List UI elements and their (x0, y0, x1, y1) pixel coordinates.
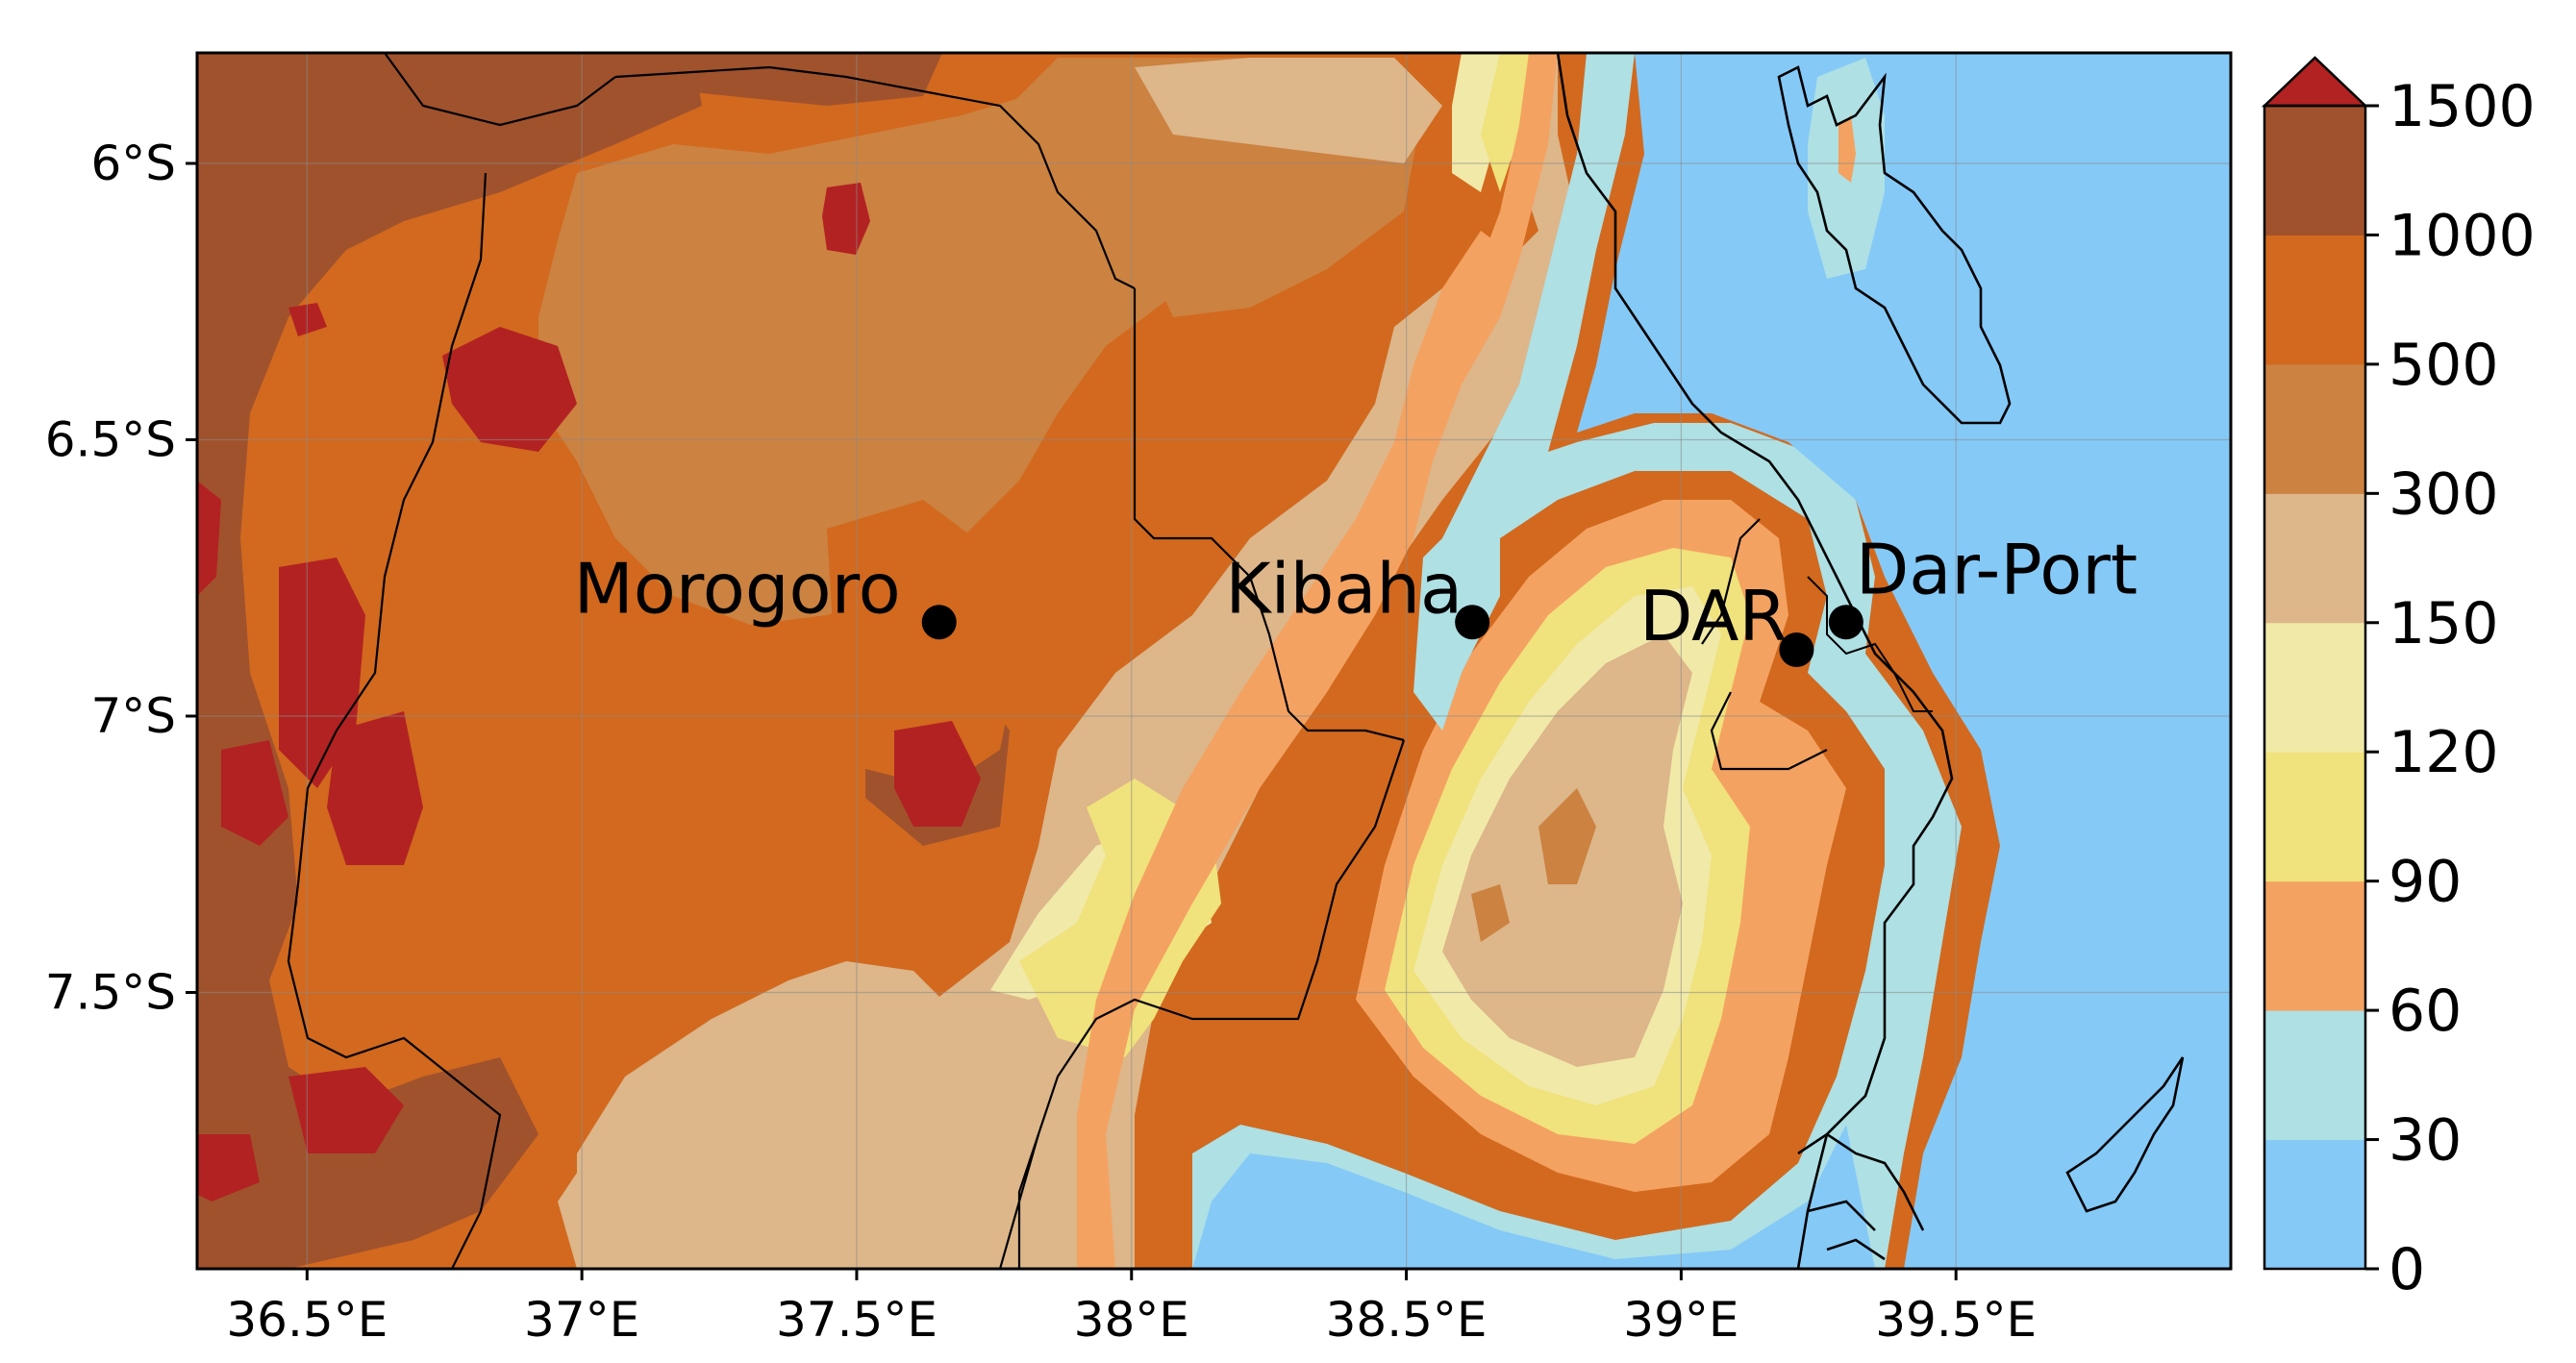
x-tick-label: 37.5°E (776, 1292, 938, 1348)
city-markers: Morogoro Kibaha DAR Dar-Port (574, 529, 2138, 667)
colorbar-tick-label: 300 (2388, 460, 2499, 528)
colorbar-tick-label: 90 (2388, 849, 2462, 916)
y-tick-label: 7.5°S (45, 965, 176, 1021)
colorbar-tick-label: 120 (2388, 719, 2499, 786)
colorbar-segment (2264, 106, 2365, 235)
terrain-1500-peak-4 (197, 481, 221, 596)
terrain-1500-peak-1 (822, 183, 870, 255)
water-0-southwest-inlet (1192, 1125, 1875, 1269)
y-tick-label: 6°S (90, 136, 176, 191)
y-tick-label: 7°S (90, 688, 176, 744)
colorbar-frame (2263, 104, 2367, 1271)
water-30-band (1192, 53, 1962, 1269)
admin-boundaries (287, 53, 1828, 1269)
colorbar-tick-label: 1500 (2388, 73, 2536, 140)
x-tick-label: 39°E (1623, 1292, 1738, 1348)
colorbar-tick-label: 150 (2388, 590, 2499, 657)
boundary-line-south (998, 1133, 1040, 1269)
colorbar-extend-arrow (2261, 56, 2369, 108)
terrain-1000-north (538, 53, 942, 106)
city-label-kibaha: Kibaha (1225, 548, 1463, 629)
x-tick-label: 39.5°E (1875, 1292, 2037, 1348)
terrain-1500-peak-3 (288, 303, 327, 336)
terrain-1500-peak-8 (894, 721, 981, 827)
terrain-300-dar-spot-2 (1471, 884, 1510, 942)
x-tick-label: 36.5°E (226, 1292, 388, 1348)
terrain-90-north (1481, 53, 1538, 192)
terrain-1500-peak-7 (221, 740, 288, 846)
x-tick-label: 38.5°E (1326, 1292, 1488, 1348)
colorbar-tick-label: 1000 (2388, 202, 2536, 269)
y-tick-label: 6.5°S (45, 412, 176, 468)
coastline-zanzibar (1777, 65, 2012, 425)
x-tick-label: 37°E (524, 1292, 639, 1348)
terrain-120-north (1452, 53, 1500, 192)
boundary-line-central (1133, 288, 1405, 742)
terrain-150-southwest (577, 961, 971, 1269)
colorbar-tick-label: 500 (2388, 332, 2499, 399)
city-label-morogoro: Morogoro (574, 548, 901, 629)
y-axis-ticks: 6°S 6.5°S 7°S 7.5°S (45, 136, 197, 1021)
terrain-1500-peak-2 (442, 327, 577, 452)
colorbar-segment (2264, 1139, 2365, 1270)
boundary-line-west (287, 53, 616, 1269)
map-gridlines (197, 53, 2231, 1269)
colorbar-segment (2264, 493, 2365, 624)
terrain-150-north (1135, 58, 1442, 163)
city-marker-dar-port (1828, 605, 1863, 640)
boundary-line-north (614, 65, 1136, 289)
colorbar-tick-label: 30 (2388, 1107, 2462, 1175)
zanzibar-island-60 (1838, 115, 1856, 183)
colorbar-segment (2264, 235, 2365, 365)
terrain-1500-peak-9 (288, 1067, 404, 1153)
city-label-dar: DAR (1639, 576, 1787, 657)
map-panel (197, 53, 2231, 1269)
colorbar-segment (2264, 1010, 2365, 1141)
colorbar-tick-label: 60 (2388, 978, 2462, 1045)
water-0-ocean (1577, 53, 2231, 1269)
terrain-300-dar-spot-1 (1538, 788, 1596, 884)
terrain-60-coastal-band (1077, 231, 1519, 1269)
city-marker-kibaha (1455, 605, 1490, 640)
terrain-60-north-tongue (1471, 53, 1558, 317)
city-marker-morogoro (921, 605, 957, 640)
colorbar-segment (2264, 752, 2365, 882)
city-label-dar-port: Dar-Port (1856, 529, 2138, 609)
colorbar: 0 30 60 90 120 150 300 500 1000 1500 (2261, 56, 2536, 1303)
coastline-mafia-delta (1797, 1056, 2185, 1261)
dar-bay-outline (1807, 576, 1933, 712)
colorbar-segment (2264, 880, 2365, 1011)
terrain-1500-peak-6 (327, 711, 423, 865)
colorbar-segment (2264, 363, 2365, 494)
boundary-line-dar (1701, 518, 1828, 771)
x-tick-label: 38°E (1074, 1292, 1189, 1348)
map-frame (195, 51, 2233, 1271)
x-axis-ticks: 36.5°E 37°E 37.5°E 38°E 38.5°E 39°E 39.5°E (226, 1269, 2037, 1348)
colorbar-tick-label: 0 (2388, 1236, 2425, 1303)
colorbar-segment (2264, 622, 2365, 753)
terrain-1500-peak-10 (197, 1134, 260, 1202)
city-marker-dar (1779, 632, 1814, 667)
